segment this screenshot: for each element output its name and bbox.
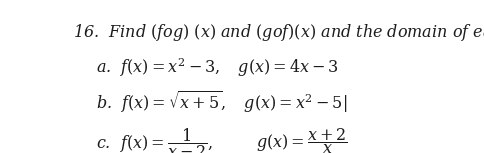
- Text: 16.  Find $(fog)$ $(x)$ and $(gof)(x)$ and the domain of each.: 16. Find $(fog)$ $(x)$ and $(gof)(x)$ an…: [73, 22, 484, 43]
- Text: b.  $f(x) = \sqrt{x+5}, \quad g(x) = x^2 - 5|$: b. $f(x) = \sqrt{x+5}, \quad g(x) = x^2 …: [96, 89, 347, 115]
- Text: a.  $f(x) = x^2 - 3, \quad g(x) = 4x - 3$: a. $f(x) = x^2 - 3, \quad g(x) = 4x - 3$: [96, 56, 339, 79]
- Text: c.  $f(x) = \dfrac{1}{x-2},$: c. $f(x) = \dfrac{1}{x-2},$: [96, 126, 213, 153]
- Text: $g(x) = \dfrac{x+2}{x}$: $g(x) = \dfrac{x+2}{x}$: [256, 126, 347, 153]
